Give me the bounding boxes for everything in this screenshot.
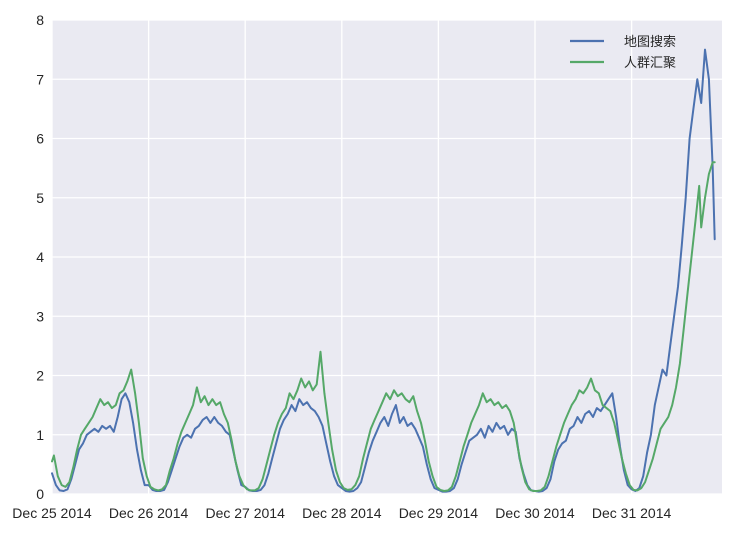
x-tick-label: Dec 26 2014 (109, 505, 189, 521)
y-tick-label: 7 (36, 71, 44, 87)
legend-label-0: 地图搜索 (624, 35, 676, 50)
y-tick-label: 4 (36, 249, 44, 265)
legend-label-1: 人群汇聚 (624, 56, 676, 71)
y-axis-tick-labels: 0 1 2 3 4 5 6 7 8 (36, 12, 44, 502)
x-axis-tick-labels: Dec 25 2014 Dec 26 2014 Dec 27 2014 Dec 28 … (12, 505, 671, 521)
x-tick-label: Dec 25 2014 (12, 505, 92, 521)
y-tick-label: 2 (36, 368, 44, 384)
x-tick-label: Dec 31 2014 (592, 505, 672, 521)
series-line-1 (51, 161, 716, 492)
x-tick-label: Dec 28 2014 (302, 505, 382, 521)
x-tick-label: Dec 29 2014 (399, 505, 479, 521)
series-line-0 (51, 48, 716, 493)
series-lines (51, 48, 716, 493)
y-tick-label: 3 (36, 308, 44, 324)
y-tick-label: 8 (36, 12, 44, 28)
y-tick-label: 0 (36, 486, 44, 502)
grid-lines (51, 19, 722, 495)
y-tick-label: 5 (36, 190, 44, 206)
x-tick-label: Dec 30 2014 (495, 505, 575, 521)
y-tick-label: 1 (36, 427, 44, 443)
y-tick-label: 6 (36, 131, 44, 147)
x-tick-label: Dec 27 2014 (205, 505, 285, 521)
